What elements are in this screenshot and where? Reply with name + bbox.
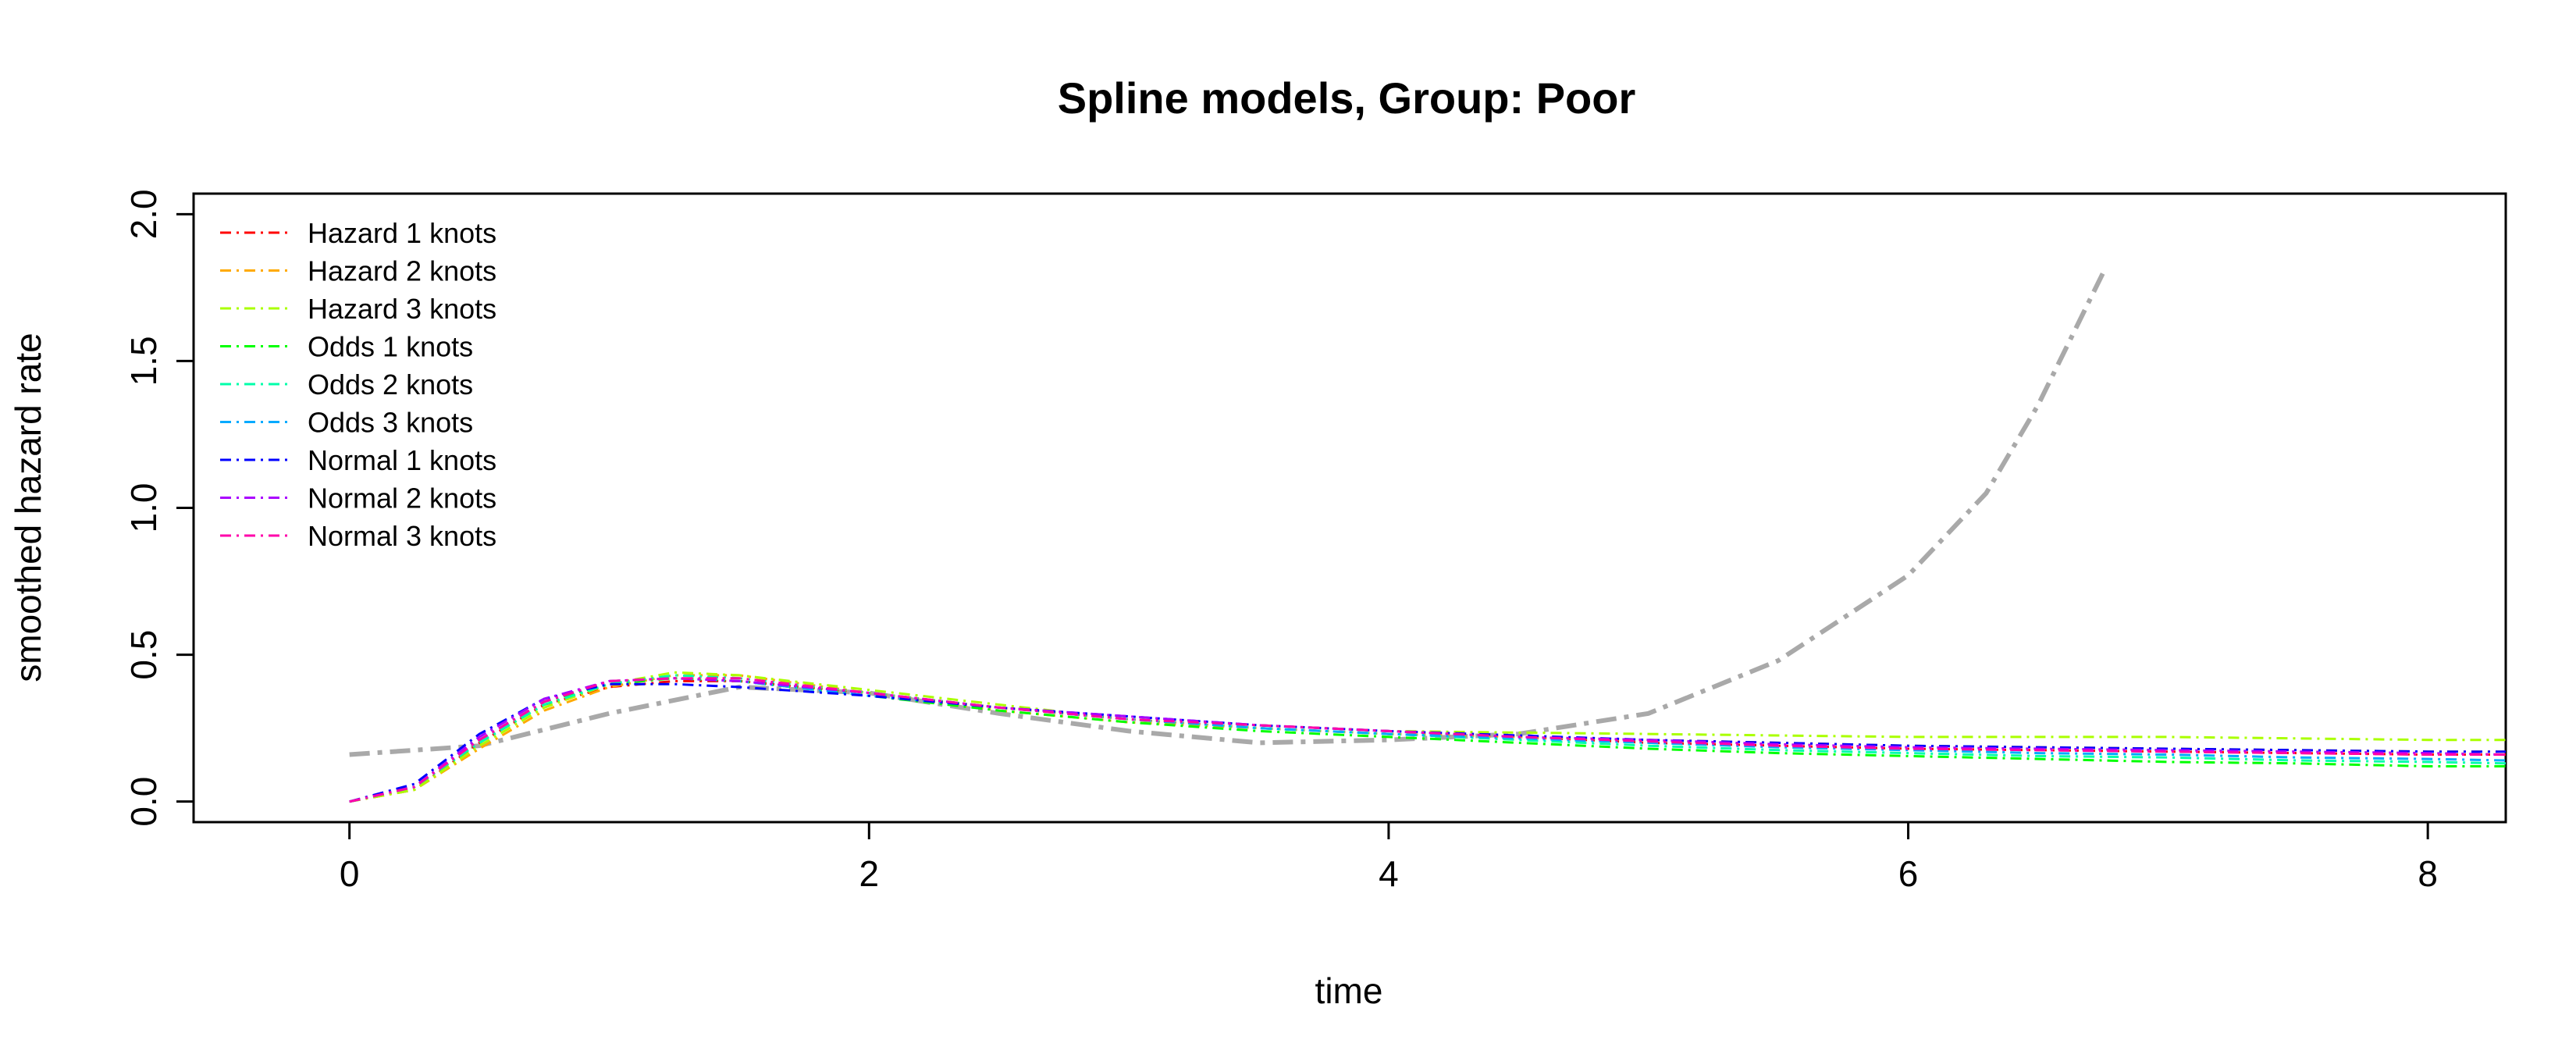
legend-label: Odds 2 knots xyxy=(308,369,473,401)
x-tick-label: 4 xyxy=(1379,853,1399,894)
series-line-5 xyxy=(349,674,2507,803)
legend-label: Odds 3 knots xyxy=(308,407,473,439)
y-tick-label: 2.0 xyxy=(123,189,164,239)
y-axis-label: smoothed hazard rate xyxy=(8,333,48,682)
legend-label: Normal 3 knots xyxy=(308,520,496,552)
series-line-3 xyxy=(349,671,2506,803)
legend: Hazard 1 knots Hazard 2 knots Hazard 3 kno… xyxy=(220,217,496,552)
x-tick-label: 8 xyxy=(2418,853,2438,894)
legend-label: Hazard 2 knots xyxy=(308,255,496,287)
x-axis: 0 2 4 6 8 xyxy=(340,822,2438,894)
legend-label: Normal 1 knots xyxy=(308,444,496,476)
x-axis-label: time xyxy=(1315,970,1383,1011)
series-line-9 xyxy=(349,677,2506,803)
y-tick-label: 0.5 xyxy=(123,630,164,680)
x-tick-label: 6 xyxy=(1898,853,1919,894)
chart-title: Spline models, Group: Poor xyxy=(1058,73,1636,123)
y-tick-label: 1.0 xyxy=(123,483,164,533)
x-tick-label: 2 xyxy=(859,853,880,894)
series-line-8 xyxy=(349,677,2507,803)
reference-curve xyxy=(349,272,2105,757)
legend-label: Normal 2 knots xyxy=(308,482,496,515)
series-line-4 xyxy=(349,677,2506,803)
plot-frame xyxy=(192,192,2507,824)
legend-label: Hazard 1 knots xyxy=(308,217,496,249)
legend-label: Odds 1 knots xyxy=(308,331,473,363)
series-lines xyxy=(349,272,2507,803)
series-line-2 xyxy=(349,674,2506,803)
series-line-6 xyxy=(349,677,2507,803)
legend-label: Hazard 3 knots xyxy=(308,293,496,325)
x-tick-label: 0 xyxy=(340,853,360,894)
y-axis: 0.0 0.5 1.0 1.5 2.0 xyxy=(123,189,194,827)
y-tick-label: 0.0 xyxy=(123,777,164,827)
y-tick-label: 1.5 xyxy=(123,336,164,386)
